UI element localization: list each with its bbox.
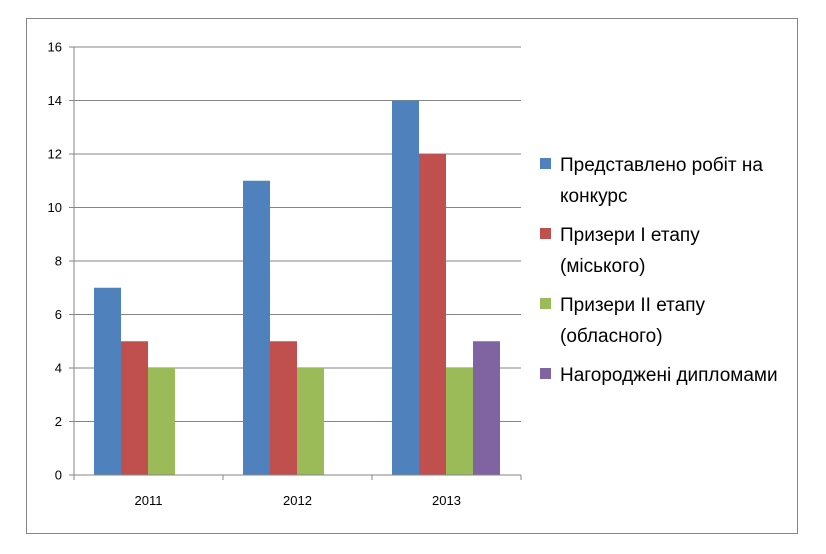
bar-2012-series-0 <box>243 180 270 475</box>
bar-2012-series-1 <box>270 341 297 475</box>
bar-2011-series-0 <box>94 287 121 475</box>
legend-swatch-city-winners <box>540 228 551 239</box>
bar-2013-series-3 <box>473 341 500 475</box>
y-tick-label-4: 4 <box>55 361 62 376</box>
legend-swatch-diplomas <box>540 368 551 379</box>
tick-labels: 0 2 4 6 8 10 12 14 16 2011 2012 2013 <box>48 40 461 509</box>
legend-label-city-winners: Призери І етапу (міського) <box>560 225 700 277</box>
legend-label-diplomas: Нагороджені дипломами <box>560 365 778 386</box>
legend-swatch-region-winners <box>540 298 551 309</box>
legend: Представлено робіт на конкурс Призери І … <box>540 150 800 399</box>
y-tick-label-0: 0 <box>55 468 62 483</box>
bar-2013-series-0 <box>392 100 419 475</box>
bar-2011-series-1 <box>121 341 148 475</box>
x-tick-label-2013: 2013 <box>432 493 461 508</box>
x-tick-label-2011: 2011 <box>135 493 163 508</box>
legend-item-city-winners: Призери І етапу (міського) <box>540 220 800 282</box>
y-tick-label-10: 10 <box>48 200 62 215</box>
y-tick-label-2: 2 <box>55 414 62 429</box>
legend-item-submitted: Представлено робіт на конкурс <box>540 150 800 212</box>
legend-label-submitted: Представлено робіт на конкурс <box>560 155 763 207</box>
y-tick-label-8: 8 <box>55 254 62 269</box>
bar-2011-series-2 <box>148 368 175 475</box>
legend-label-region-winners: Призери ІІ етапу (обласного) <box>560 295 705 347</box>
axes <box>69 46 522 480</box>
legend-item-region-winners: Призери ІІ етапу (обласного) <box>540 290 800 352</box>
x-tick-label-2012: 2012 <box>283 493 312 508</box>
bar-2013-series-1 <box>419 154 446 475</box>
bar-2013-series-2 <box>446 368 473 475</box>
y-tick-label-14: 14 <box>48 93 62 108</box>
legend-swatch-submitted <box>540 158 551 169</box>
y-tick-label-12: 12 <box>48 147 62 162</box>
y-tick-label-16: 16 <box>48 40 62 55</box>
y-tick-label-6: 6 <box>55 307 62 322</box>
legend-item-diplomas: Нагороджені дипломами <box>540 360 800 391</box>
bars <box>94 100 500 475</box>
bar-2012-series-2 <box>297 368 324 475</box>
